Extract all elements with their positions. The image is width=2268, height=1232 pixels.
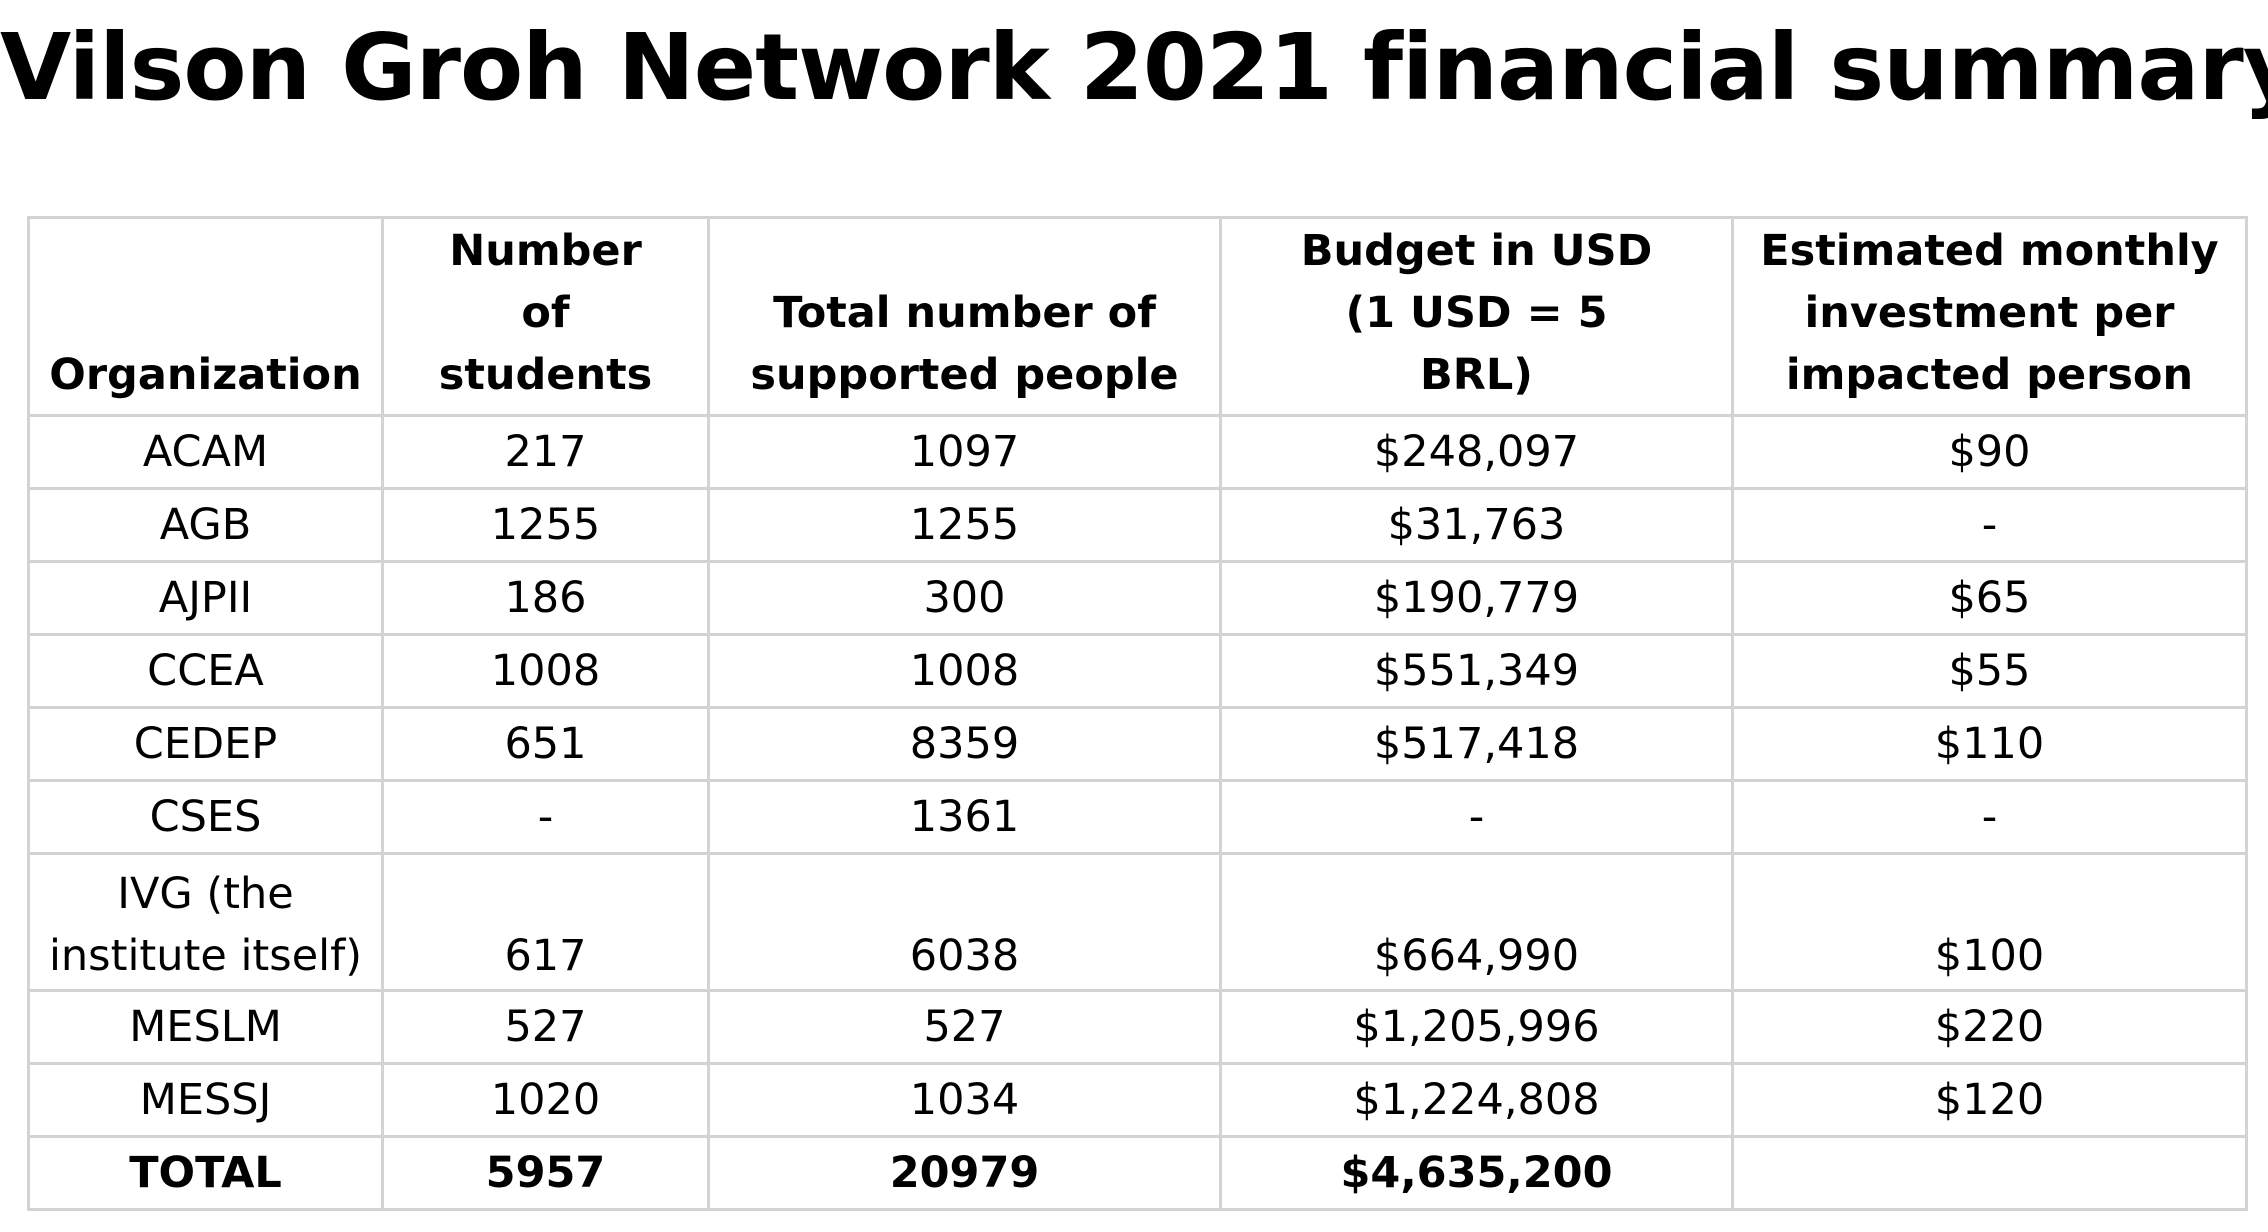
total-supported-people: 20979 [707,1135,1222,1211]
table-row: MESLM 527 527 $1,205,996 $220 [27,989,2248,1065]
cell-budget: $551,349 [1219,633,1734,709]
cell-students: 527 [381,989,710,1065]
total-monthly-investment [1731,1135,2248,1211]
cell-students: 1008 [381,633,710,709]
cell-students: 1255 [381,487,710,563]
cell-monthly-investment: $100 [1731,852,2248,992]
cell-organization: CCEA [27,633,384,709]
cell-organization: CEDEP [27,706,384,782]
cell-monthly-investment: $110 [1731,706,2248,782]
header-row: Organization Number of students Total nu… [27,216,2248,417]
cell-budget: $517,418 [1219,706,1734,782]
cell-organization: ACAM [27,414,384,490]
total-budget: $4,635,200 [1219,1135,1734,1211]
cell-organization: AGB [27,487,384,563]
cell-organization: IVG (the institute itself) [27,852,384,992]
table-row: CEDEP 651 8359 $517,418 $110 [27,706,2248,782]
cell-organization: CSES [27,779,384,855]
cell-organization: MESLM [27,989,384,1065]
header-number-of-students: Number of students [381,216,710,417]
page-title: Vilson Groh Network 2021 financial summa… [0,14,2268,121]
cell-monthly-investment: $120 [1731,1062,2248,1138]
header-monthly-investment: Estimated monthly investment per impacte… [1731,216,2248,417]
cell-students: - [381,779,710,855]
table-row: CCEA 1008 1008 $551,349 $55 [27,633,2248,709]
table-row: ACAM 217 1097 $248,097 $90 [27,414,2248,490]
cell-budget: $664,990 [1219,852,1734,992]
table-row: IVG (the institute itself) 617 6038 $664… [27,852,2248,992]
cell-students: 651 [381,706,710,782]
cell-supported-people: 527 [707,989,1222,1065]
cell-monthly-investment: $65 [1731,560,2248,636]
cell-monthly-investment: $55 [1731,633,2248,709]
cell-organization: AJPII [27,560,384,636]
cell-students: 617 [381,852,710,992]
table-row: AJPII 186 300 $190,779 $65 [27,560,2248,636]
cell-budget: $248,097 [1219,414,1734,490]
total-students: 5957 [381,1135,710,1211]
table-row: MESSJ 1020 1034 $1,224,808 $120 [27,1062,2248,1138]
financial-summary-table: Organization Number of students Total nu… [27,216,2248,1211]
cell-supported-people: 1361 [707,779,1222,855]
cell-monthly-investment: - [1731,779,2248,855]
cell-monthly-investment: $90 [1731,414,2248,490]
cell-students: 1020 [381,1062,710,1138]
total-row: TOTAL 5957 20979 $4,635,200 [27,1135,2248,1211]
cell-budget: $31,763 [1219,487,1734,563]
cell-budget: $1,205,996 [1219,989,1734,1065]
header-budget-usd: Budget in USD (1 USD = 5 BRL) [1219,216,1734,417]
header-organization: Organization [27,216,384,417]
table-row: AGB 1255 1255 $31,763 - [27,487,2248,563]
cell-supported-people: 1034 [707,1062,1222,1138]
cell-students: 186 [381,560,710,636]
cell-organization: MESSJ [27,1062,384,1138]
cell-students: 217 [381,414,710,490]
cell-supported-people: 1008 [707,633,1222,709]
cell-monthly-investment: $220 [1731,989,2248,1065]
cell-budget: - [1219,779,1734,855]
cell-budget: $190,779 [1219,560,1734,636]
cell-supported-people: 6038 [707,852,1222,992]
header-total-supported-people: Total number of supported people [707,216,1222,417]
cell-supported-people: 1097 [707,414,1222,490]
cell-supported-people: 1255 [707,487,1222,563]
cell-supported-people: 300 [707,560,1222,636]
total-label: TOTAL [27,1135,384,1211]
table-row: CSES - 1361 - - [27,779,2248,855]
cell-monthly-investment: - [1731,487,2248,563]
cell-supported-people: 8359 [707,706,1222,782]
cell-budget: $1,224,808 [1219,1062,1734,1138]
